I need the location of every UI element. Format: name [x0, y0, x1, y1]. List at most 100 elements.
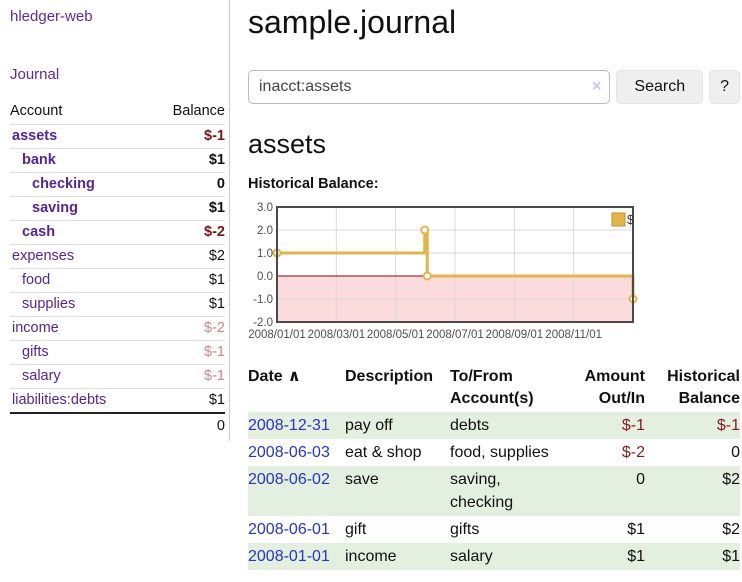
sort-ascending-icon: ∧ [287, 368, 301, 385]
svg-text:3.0: 3.0 [257, 202, 273, 214]
transaction-description: gift [345, 521, 367, 538]
account-link[interactable]: income [12, 320, 59, 336]
transaction-date-link[interactable]: 2008-01-01 [248, 548, 330, 565]
transaction-amount: $-1 [621, 417, 645, 434]
transaction-description: save [345, 471, 379, 488]
svg-text:2008/03/01: 2008/03/01 [308, 329, 366, 341]
transaction-date-link[interactable]: 2008-06-01 [248, 521, 330, 538]
account-balance: $1 [149, 388, 225, 413]
account-link[interactable]: cash [22, 224, 56, 240]
account-row: cash $-2 [10, 220, 225, 245]
nav-journal-link[interactable]: Journal [10, 66, 60, 83]
account-row: gifts $-1 [10, 340, 225, 365]
account-link[interactable]: salary [22, 368, 61, 384]
register-col-description: Description [345, 368, 434, 385]
transaction-date-link[interactable]: 2008-06-02 [248, 471, 330, 488]
account-balance: $1 [149, 268, 225, 293]
register-row: 2008-06-02 save saving, checking 0 $2 [248, 466, 740, 516]
account-link[interactable]: saving [32, 200, 78, 216]
transaction-date-link[interactable]: 2008-06-03 [248, 444, 330, 461]
account-link[interactable]: food [22, 272, 51, 288]
svg-text:2.0: 2.0 [257, 225, 273, 237]
register-row: 2008-06-03 eat & shop food, supplies $-2 0 [248, 439, 740, 466]
account-link[interactable]: expenses [12, 248, 75, 264]
svg-text:1.0: 1.0 [257, 248, 273, 260]
legend-swatch [611, 212, 626, 227]
sidebar: hledger-web Journal Account Balance asse… [0, 0, 230, 441]
svg-text:2008/05/01: 2008/05/01 [367, 329, 425, 341]
register-body: 2008-12-31 pay off debts $-1 $-1 2008-06-03 ea… [248, 412, 740, 570]
svg-text:-1.0: -1.0 [253, 294, 273, 306]
app-brand: hledger-web [0, 8, 229, 26]
account-balance: $-1 [149, 364, 225, 389]
transaction-description: income [345, 548, 397, 565]
account-row: liabilities:debts $1 [10, 388, 225, 413]
page-title: sample.journal [248, 4, 457, 40]
account-link[interactable]: bank [22, 152, 56, 168]
register-row: 2008-12-31 pay off debts $-1 $-1 [248, 412, 740, 439]
svg-text:2008/01/01: 2008/01/01 [248, 329, 306, 341]
account-balance: $-1 [149, 124, 225, 149]
register-col-date[interactable]: Date ∧ [248, 368, 301, 385]
transaction-amount: $1 [627, 548, 645, 565]
chart-heading: Historical Balance: [248, 176, 379, 192]
account-row: bank $1 [10, 148, 225, 173]
transaction-accounts: salary [450, 548, 493, 565]
transaction-amount: $-2 [621, 444, 645, 461]
account-balance: $-2 [149, 220, 225, 245]
register-header-row: Date ∧ Description To/From Account(s) Amo… [248, 364, 740, 412]
accounts-header-row: Account Balance [10, 100, 225, 125]
account-link[interactable]: supplies [22, 296, 76, 312]
accounts-total-spacer [10, 412, 150, 438]
account-row: food $1 [10, 268, 225, 293]
account-balance: $1 [149, 292, 225, 317]
transaction-date-link[interactable]: 2008-12-31 [248, 417, 330, 434]
account-link[interactable]: assets [12, 128, 58, 144]
main-content: sample.journal × Search ? assets Histori… [248, 0, 740, 570]
clear-search-icon[interactable]: × [592, 78, 602, 95]
transaction-balance: $1 [722, 548, 740, 565]
app-brand-link[interactable]: hledger-web [10, 8, 93, 25]
account-row: income $-2 [10, 316, 225, 341]
account-row: supplies $1 [10, 292, 225, 317]
svg-text:2008/07/01: 2008/07/01 [426, 329, 484, 341]
accounts-body: assets $-1 bank $1 checking 0 saving $1 cash $-2 e… [10, 124, 225, 413]
search-field-wrap: × [248, 70, 611, 104]
svg-text:2008/09/01: 2008/09/01 [486, 329, 544, 341]
svg-text:0.0: 0.0 [257, 271, 273, 283]
transaction-accounts: debts [450, 417, 490, 434]
register-row: 2008-01-01 income salary $1 $1 [248, 543, 740, 570]
account-heading: assets [248, 129, 327, 159]
accounts-total-value: 0 [149, 412, 225, 438]
register-row: 2008-06-01 gift gifts $1 $2 [248, 516, 740, 543]
account-balance: $-1 [149, 340, 225, 365]
search-bar: × Search ? [248, 70, 740, 104]
account-link[interactable]: liabilities:debts [12, 392, 107, 408]
account-link[interactable]: checking [32, 176, 95, 192]
account-row: saving $1 [10, 196, 225, 221]
sidebar-nav: Journal [0, 66, 229, 84]
accounts-col-account: Account [10, 103, 63, 119]
transaction-balance: $2 [722, 471, 740, 488]
accounts-table: Account Balance assets $-1 bank $1 checking 0… [10, 100, 225, 438]
help-button[interactable]: ? [709, 70, 740, 104]
account-balance: 0 [149, 172, 225, 197]
account-balance: $1 [149, 148, 225, 173]
register-col-amount: Amount Out/In [584, 368, 645, 407]
account-balance: $-2 [149, 316, 225, 341]
register-col-balance: Historical Balance [667, 368, 740, 407]
transaction-amount: 0 [636, 471, 645, 488]
transaction-balance: 0 [731, 444, 740, 461]
transaction-accounts: food, supplies [450, 444, 549, 461]
svg-text:-2.0: -2.0 [253, 317, 273, 329]
account-link[interactable]: gifts [22, 344, 49, 360]
search-input[interactable] [248, 70, 611, 104]
search-button[interactable]: Search [616, 70, 704, 104]
legend-label: $ [627, 213, 634, 227]
account-row: assets $-1 [10, 124, 225, 149]
account-balance: $2 [149, 244, 225, 269]
transaction-description: eat & shop [345, 444, 422, 461]
account-balance: $1 [149, 196, 225, 221]
register-col-tofrom: To/From Account(s) [450, 368, 534, 407]
